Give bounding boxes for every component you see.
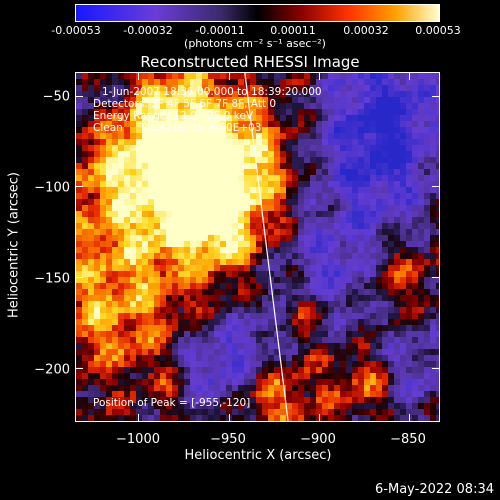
y-tick-mark	[75, 95, 83, 97]
heatmap	[76, 73, 439, 421]
x-tick-mark	[318, 414, 320, 422]
y-tick-label: −100	[34, 180, 70, 196]
annotation-total-counts: Clean Total counts: 6.60E+03	[93, 122, 262, 134]
x-tick-label: −1000	[116, 432, 160, 447]
x-axis-label: Heliocentric X (arcsec)	[184, 448, 332, 463]
colorbar-tick-label: 0.00053	[415, 24, 461, 37]
y-tick-label: −50	[42, 89, 70, 105]
y-tick-mark	[75, 276, 83, 278]
y-tick-label: −150	[34, 271, 70, 287]
x-tick-mark	[409, 72, 411, 80]
y-tick-label: −200	[34, 362, 70, 378]
colorbar-tick-label: -0.00011	[195, 24, 245, 37]
x-tick-mark	[228, 72, 230, 80]
x-tick-label: −950	[210, 432, 246, 447]
colorbar-gradient	[76, 5, 439, 21]
y-tick-mark	[432, 186, 440, 188]
colorbar	[75, 4, 440, 22]
x-tick-mark	[409, 414, 411, 422]
y-tick-mark	[432, 367, 440, 369]
colorbar-tick-label: 0.00032	[343, 24, 389, 37]
x-tick-mark	[138, 414, 140, 422]
solar-limb-line	[244, 73, 289, 421]
colorbar-tick-label: -0.00053	[51, 24, 101, 37]
timestamp: 6-May-2022 08:34	[375, 482, 494, 497]
y-tick-mark	[432, 95, 440, 97]
y-tick-mark	[432, 276, 440, 278]
y-axis-label: Heliocentric Y (arcsec)	[6, 172, 22, 318]
x-tick-mark	[318, 72, 320, 80]
colorbar-units: (photons cm⁻² s⁻¹ asec⁻²)	[184, 37, 326, 50]
y-tick-mark	[75, 186, 83, 188]
x-tick-label: −850	[390, 432, 426, 447]
rhessi-image	[75, 72, 440, 422]
y-tick-mark	[75, 367, 83, 369]
image-title: Reconstructed RHESSI Image	[140, 53, 360, 71]
annotation-peak-position: Position of Peak = [-955,-120]	[93, 397, 251, 409]
annotation-detectors: Detectors: 3F 4F 5F 6F 7F 8F, Att 0	[93, 98, 277, 110]
colorbar-tick-label: 0.00011	[270, 24, 316, 37]
colorbar-tick-label: -0.00032	[123, 24, 173, 37]
annotation-time-range: 1-Jun-2007 18:36:00.000 to 18:39:20.000	[102, 86, 322, 98]
x-tick-mark	[228, 414, 230, 422]
x-tick-label: −900	[300, 432, 336, 447]
x-tick-mark	[138, 72, 140, 80]
annotation-energy-range: Energy Range: 12.0 - 25.0 keV	[93, 110, 254, 122]
